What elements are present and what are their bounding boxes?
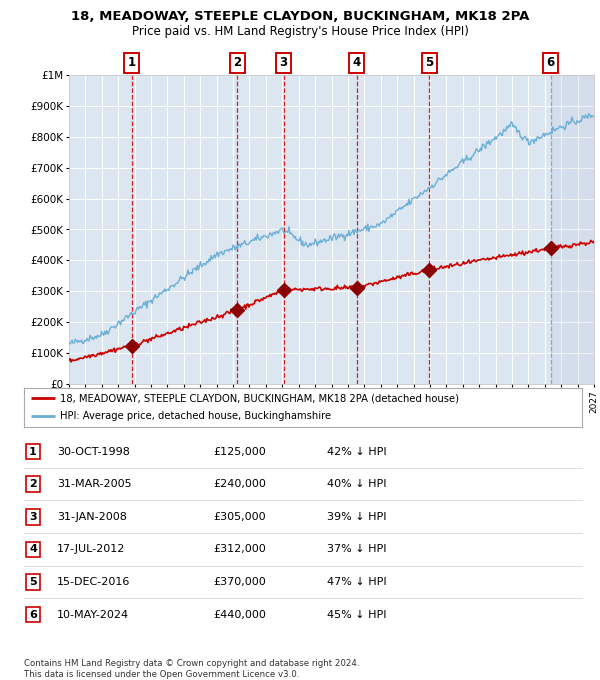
Text: 18, MEADOWAY, STEEPLE CLAYDON, BUCKINGHAM, MK18 2PA (detached house): 18, MEADOWAY, STEEPLE CLAYDON, BUCKINGHA… (60, 393, 459, 403)
Text: 39% ↓ HPI: 39% ↓ HPI (327, 512, 386, 522)
Text: 2: 2 (29, 479, 37, 489)
Text: £240,000: £240,000 (213, 479, 266, 489)
Text: 1: 1 (128, 56, 136, 69)
Text: 5: 5 (425, 56, 433, 69)
Text: £305,000: £305,000 (213, 512, 266, 522)
Text: 6: 6 (29, 610, 37, 619)
Text: 5: 5 (29, 577, 37, 587)
Text: 10-MAY-2024: 10-MAY-2024 (57, 610, 129, 619)
Text: Price paid vs. HM Land Registry's House Price Index (HPI): Price paid vs. HM Land Registry's House … (131, 25, 469, 38)
Text: 31-MAR-2005: 31-MAR-2005 (57, 479, 131, 489)
Text: HPI: Average price, detached house, Buckinghamshire: HPI: Average price, detached house, Buck… (60, 411, 331, 422)
Text: £440,000: £440,000 (213, 610, 266, 619)
Text: 1: 1 (29, 447, 37, 456)
Text: 6: 6 (547, 56, 555, 69)
Text: £370,000: £370,000 (213, 577, 266, 587)
Text: 30-OCT-1998: 30-OCT-1998 (57, 447, 130, 456)
Text: 42% ↓ HPI: 42% ↓ HPI (327, 447, 386, 456)
Text: 4: 4 (29, 545, 37, 554)
Text: 47% ↓ HPI: 47% ↓ HPI (327, 577, 386, 587)
Text: 15-DEC-2016: 15-DEC-2016 (57, 577, 130, 587)
Text: 2: 2 (233, 56, 241, 69)
Bar (551, 75, 594, 384)
Text: £125,000: £125,000 (213, 447, 266, 456)
Text: 31-JAN-2008: 31-JAN-2008 (57, 512, 127, 522)
Text: 18, MEADOWAY, STEEPLE CLAYDON, BUCKINGHAM, MK18 2PA: 18, MEADOWAY, STEEPLE CLAYDON, BUCKINGHA… (71, 10, 529, 23)
Text: 3: 3 (280, 56, 287, 69)
Text: 45% ↓ HPI: 45% ↓ HPI (327, 610, 386, 619)
Text: £312,000: £312,000 (213, 545, 266, 554)
Text: 3: 3 (29, 512, 37, 522)
Text: 4: 4 (353, 56, 361, 69)
Text: Contains HM Land Registry data © Crown copyright and database right 2024.
This d: Contains HM Land Registry data © Crown c… (24, 659, 359, 679)
Text: 17-JUL-2012: 17-JUL-2012 (57, 545, 125, 554)
Text: 40% ↓ HPI: 40% ↓ HPI (327, 479, 386, 489)
Text: 37% ↓ HPI: 37% ↓ HPI (327, 545, 386, 554)
